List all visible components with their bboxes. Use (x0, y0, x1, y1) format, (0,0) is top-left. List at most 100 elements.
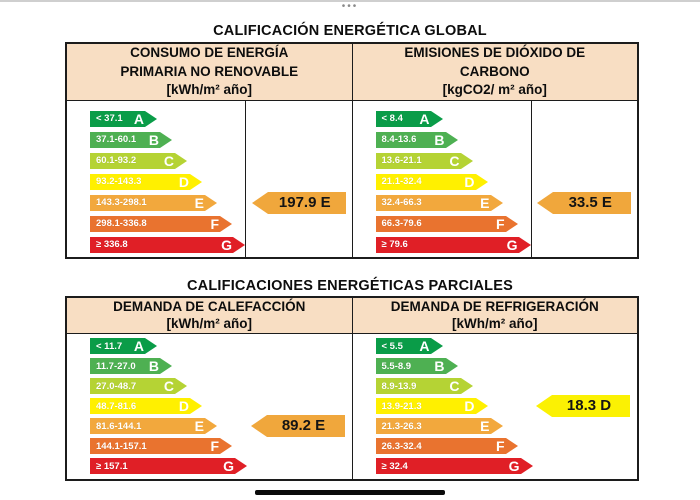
rating-value-label: 197.9 E (267, 191, 346, 214)
rating-arrow-tip-icon (251, 191, 268, 214)
scale-row-e: 21.3-26.3 E (375, 418, 638, 434)
scale-letter-label: C (163, 378, 174, 394)
scale-letter-label: A (133, 338, 144, 354)
scale-bar: 298.1-336.8 F (90, 215, 220, 232)
header-line: DEMANDA DE REFRIGERACIÓN (390, 299, 599, 314)
scale-range-label: 8.9-13.9 (381, 380, 417, 392)
scale-row-a: < 5.5 A (375, 338, 638, 354)
header-line: DEMANDA DE CALEFACCIÓN (113, 299, 306, 314)
scale-range-label: 143.3-298.1 (96, 197, 147, 208)
scale-arrow-tip-icon (490, 194, 503, 211)
global-section-title: CALIFICACIÓN ENERGÉTICA GLOBAL (213, 23, 487, 39)
scale-row-f: 66.3-79.6 F (375, 215, 531, 232)
scale-letter-label: F (210, 215, 219, 232)
consumption-header-cell: CONSUMO DE ENERGÍA PRIMARIA NO RENOVABLE… (67, 44, 353, 100)
scale-row-d: 93.2-143.3 D (90, 173, 245, 190)
scale-range-label: 32.4-66.3 (381, 197, 422, 208)
scale-row-a: < 11.7 A (90, 338, 352, 354)
partial-section-title: CALIFICACIONES ENERGÉTICAS PARCIALES (187, 278, 513, 294)
scale-row-e: 32.4-66.3 E (375, 194, 531, 211)
scale-bar: ≥ 32.4 G (375, 458, 521, 474)
scale-range-label: 37.1-60.1 (96, 134, 137, 145)
scale-row-f: 144.1-157.1 F (90, 438, 352, 454)
scale-row-d: 21.1-32.4 D (375, 173, 531, 190)
home-indicator-bar[interactable] (255, 490, 445, 495)
scale-range-label: 298.1-336.8 (96, 218, 147, 229)
scale-bar: ≥ 336.8 G (90, 236, 233, 253)
scale-range-label: 8.4-13.6 (381, 134, 417, 145)
scale-arrow-tip-icon (175, 152, 187, 169)
scale-arrow-tip-icon (520, 458, 533, 474)
scale-bar: 37.1-60.1 B (90, 131, 160, 148)
scale-arrow-tip-icon (220, 215, 232, 232)
scale-arrow-tip-icon (220, 438, 232, 454)
scale-bar: 21.1-32.4 D (375, 173, 476, 190)
scale-arrow-tip-icon (205, 194, 217, 211)
scale-letter-label: B (148, 358, 159, 374)
scale-range-label: 21.1-32.4 (381, 176, 422, 187)
scale-range-label: 11.7-27.0 (96, 360, 136, 372)
scale-bar: 144.1-157.1 F (90, 438, 220, 454)
scale-arrow-tip-icon (445, 358, 458, 374)
scale-range-label: ≥ 79.6 (381, 239, 408, 250)
scale-row-c: 60.1-93.2 C (90, 152, 245, 169)
scale-row-g: ≥ 336.8 G (90, 236, 245, 253)
scale-bar: 5.5-8.9 B (375, 358, 446, 374)
scale-arrow-tip-icon (445, 131, 458, 148)
scale-letter-label: F (495, 215, 505, 232)
rating-arrow-shape: 197.9 E (251, 191, 346, 214)
scale-letter-label: D (178, 398, 189, 414)
cooling-column: < 5.5 A 5.5-8.9 B 8.9-13.9 C 13.9-21.3 D 21.3-26… (353, 334, 638, 479)
cooling-header-cell: DEMANDA DE REFRIGERACIÓN [kWh/m² año] (353, 298, 638, 333)
scale-bar: 81.6-144.1 E (90, 418, 205, 434)
scale-row-f: 26.3-32.4 F (375, 438, 638, 454)
window-drag-handle-icon[interactable]: ••• (341, 1, 359, 12)
scale-letter-label: E (480, 194, 490, 211)
scale-bar: 48.7-81.6 D (90, 398, 190, 414)
consumption-rating-cell: 197.9 E (246, 101, 352, 258)
rating-arrow-shape: 33.5 E (537, 191, 632, 214)
header-line: CARBONO (459, 63, 530, 79)
scale-arrow-tip-icon (475, 398, 488, 414)
scale-row-e: 81.6-144.1 E (90, 418, 352, 434)
scale-letter-label: A (133, 110, 144, 127)
scale-letter-label: E (194, 194, 204, 211)
scale-letter-label: B (148, 131, 159, 148)
scale-bar: 143.3-298.1 E (90, 194, 205, 211)
scale-bar: < 37.1 A (90, 110, 145, 127)
scale-row-d: 13.9-21.3 D (375, 398, 638, 414)
scale-arrow-tip-icon (160, 358, 172, 374)
global-table-body: < 37.1 A 37.1-60.1 B 60.1-93.2 C 93.2-143.3 D 14… (67, 100, 637, 258)
scale-arrow-tip-icon (430, 338, 443, 354)
scale-letter-label: B (434, 358, 445, 374)
consumption-scale: < 37.1 A 37.1-60.1 B 60.1-93.2 C 93.2-143.3 D 14… (67, 100, 246, 258)
scale-letter-label: C (449, 378, 460, 394)
scale-bar: < 8.4 A (375, 110, 431, 127)
scale-bar: 93.2-143.3 D (90, 173, 190, 190)
scale-range-label: < 11.7 (96, 340, 123, 352)
rating-arrow-tip-icon (250, 415, 267, 437)
scale-arrow-tip-icon (160, 131, 172, 148)
scale-bar: ≥ 79.6 G (375, 236, 519, 253)
global-table-header-row: CONSUMO DE ENERGÍA PRIMARIA NO RENOVABLE… (67, 44, 637, 101)
scale-bar: 66.3-79.6 F (375, 215, 506, 232)
heating-scale: < 11.7 A 11.7-27.0 B 27.0-48.7 C 48.7-81.6 D 81.… (67, 334, 352, 474)
consumption-column: < 37.1 A 37.1-60.1 B 60.1-93.2 C 93.2-143.3 D 14… (67, 100, 353, 258)
scale-bar: < 11.7 A (90, 338, 145, 354)
header-unit-label: [kWh/m² año] (166, 315, 253, 331)
scale-range-label: 21.3-26.3 (381, 420, 422, 432)
scale-range-label: 81.6-144.1 (96, 420, 142, 432)
partial-rating-table: DEMANDA DE CALEFACCIÓN [kWh/m² año] DEMA… (65, 296, 639, 481)
heating-header-cell: DEMANDA DE CALEFACCIÓN [kWh/m² año] (67, 298, 353, 333)
scale-arrow-tip-icon (430, 110, 443, 127)
scale-bar: 13.9-21.3 D (375, 398, 476, 414)
scale-range-label: < 8.4 (381, 113, 403, 124)
rating-arrow-shape: 18.3 D (536, 395, 630, 417)
heating-rating-arrow: 89.2 E (250, 415, 345, 437)
scale-arrow-tip-icon (460, 152, 473, 169)
cooling-scale: < 5.5 A 5.5-8.9 B 8.9-13.9 C 13.9-21.3 D 21.3-26… (353, 334, 638, 474)
scale-range-label: 5.5-8.9 (381, 360, 412, 372)
scale-bar: 21.3-26.3 E (375, 418, 491, 434)
scale-bar: 13.6-21.1 C (375, 152, 461, 169)
scale-row-c: 8.9-13.9 C (375, 378, 638, 394)
